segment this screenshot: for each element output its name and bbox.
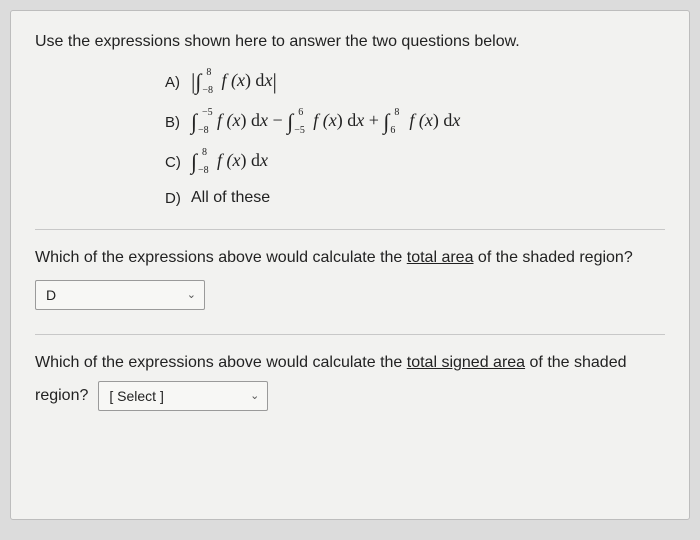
question-2-text-line2: region? — [35, 384, 88, 408]
stem-text: Use the expressions shown here to answer… — [35, 33, 665, 51]
option-c: C) ∫−88f (x) dx — [165, 149, 665, 175]
q1-select-value: D — [46, 285, 56, 306]
option-d-text: All of these — [191, 189, 270, 207]
option-a-letter: A) — [165, 74, 191, 91]
option-b-math: ∫−8−5f (x) dx − ∫−56f (x) dx + ∫68f (x) … — [191, 109, 460, 135]
question-2-text-line1: Which of the expressions above would cal… — [35, 351, 665, 375]
options-block: A) |∫−88f (x) dx| B) ∫−8−5f (x) dx − ∫−5… — [165, 69, 665, 207]
option-b-letter: B) — [165, 114, 191, 131]
question-1: Which of the expressions above would cal… — [35, 229, 665, 310]
question-1-text: Which of the expressions above would cal… — [35, 246, 665, 270]
option-d: D) All of these — [165, 189, 665, 207]
question-2: Which of the expressions above would cal… — [35, 334, 665, 411]
option-c-letter: C) — [165, 154, 191, 171]
option-b: B) ∫−8−5f (x) dx − ∫−56f (x) dx + ∫68f (… — [165, 109, 665, 135]
q2-underlined: total signed area — [407, 354, 525, 371]
chevron-down-icon: ⌄ — [187, 287, 196, 304]
question-card: Use the expressions shown here to answer… — [10, 10, 690, 520]
q1-select[interactable]: D ⌄ — [35, 280, 205, 310]
option-d-letter: D) — [165, 190, 191, 207]
q2-select[interactable]: [ Select ] ⌄ — [98, 381, 268, 411]
option-a-math: |∫−88f (x) dx| — [191, 69, 277, 95]
q2-select-value: [ Select ] — [109, 386, 163, 407]
option-a: A) |∫−88f (x) dx| — [165, 69, 665, 95]
chevron-down-icon: ⌄ — [250, 388, 259, 405]
option-c-math: ∫−88f (x) dx — [191, 149, 268, 175]
q1-underlined: total area — [407, 249, 474, 266]
